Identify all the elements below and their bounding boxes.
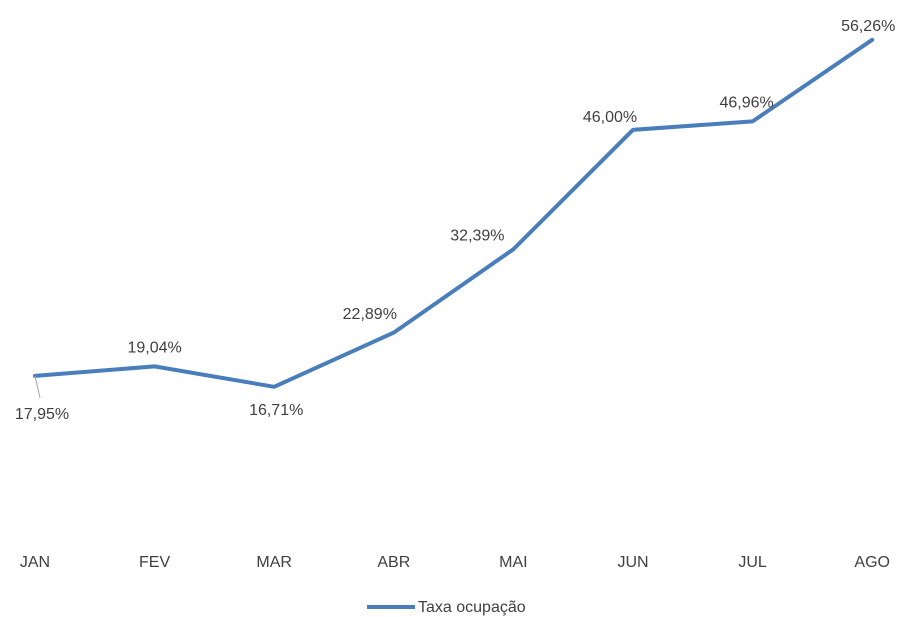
x-tick-label: ABR	[377, 554, 410, 571]
x-tick-label: AGO	[854, 554, 890, 571]
data-label: 32,39%	[450, 227, 504, 244]
data-label: 56,26%	[841, 18, 895, 35]
x-tick-label: MAI	[499, 554, 527, 571]
x-tick-label: JUN	[617, 554, 648, 571]
leader-line	[34, 375, 41, 399]
x-tick-label: FEV	[139, 554, 170, 571]
data-label: 19,04%	[127, 340, 181, 357]
data-label: 46,96%	[719, 95, 773, 112]
data-label: 17,95%	[15, 406, 69, 423]
x-tick-label: MAR	[256, 554, 292, 571]
x-tick-label: JUL	[738, 554, 767, 571]
data-label: 46,00%	[583, 109, 637, 126]
line	[33, 37, 875, 389]
data-label: 16,71%	[249, 402, 303, 419]
x-tick-label: JAN	[20, 554, 50, 571]
data-label: 22,89%	[343, 306, 397, 323]
legend-label: Taxa ocupação	[418, 599, 526, 616]
